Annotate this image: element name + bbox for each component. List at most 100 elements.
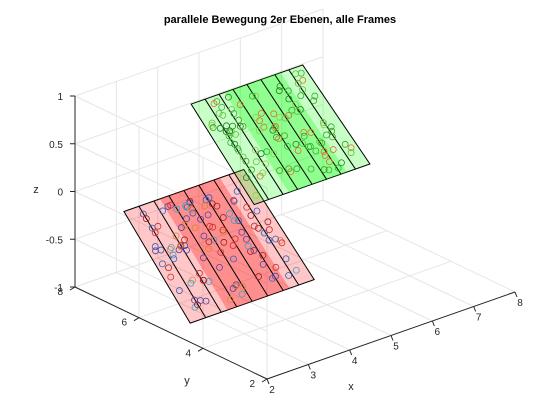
plane-1-marker	[268, 274, 276, 282]
plane-2-stripe	[260, 79, 327, 180]
plane-1-marker	[182, 202, 189, 210]
axes-layer	[69, 95, 518, 385]
plane-1-stripe	[198, 184, 269, 297]
plane-2-marker	[227, 139, 235, 146]
plane-1-marker	[159, 260, 166, 268]
plane-1-marker	[250, 222, 258, 230]
plane-1-marker	[217, 248, 225, 256]
plane-1-marker	[272, 235, 279, 243]
plane-1-marker	[176, 242, 184, 250]
grid-line	[281, 214, 474, 307]
plane-2	[190, 64, 371, 206]
plane-2-marker	[329, 146, 337, 153]
plane-1-marker	[183, 246, 190, 254]
plane-2-marker	[218, 103, 226, 111]
x-tick-label: 8	[517, 298, 523, 309]
plane-2-marker	[276, 82, 284, 90]
plane-2-marker	[347, 149, 355, 157]
plane-1-marker	[200, 254, 207, 262]
z-tick-label: 0	[57, 188, 63, 199]
plane-1-marker	[172, 232, 180, 240]
grid-line	[74, 143, 268, 237]
plane-2-stripe	[204, 98, 270, 200]
plane-1-marker	[201, 202, 209, 210]
plane-2-marker	[292, 70, 299, 78]
plane-2-marker	[270, 150, 278, 158]
plane-1-stripe	[213, 179, 284, 291]
z-tick-label: 1	[57, 92, 63, 103]
plane-2-marker	[292, 140, 300, 148]
x-tick-label: 7	[476, 313, 482, 324]
plane-2-marker	[334, 164, 342, 172]
plane-1-marker	[170, 255, 178, 263]
x-tick-mark	[266, 378, 270, 385]
planes-layer	[123, 64, 371, 324]
plane-2-marker	[252, 114, 260, 121]
plane-2-marker	[281, 132, 288, 140]
plane-1-marker	[278, 239, 286, 247]
plane-2-marker	[226, 127, 234, 135]
plane-1-marker	[231, 235, 239, 243]
plane-2-marker	[215, 109, 223, 117]
grid-line	[198, 243, 392, 336]
plane-1-marker	[230, 217, 238, 224]
grid-line	[74, 56, 324, 145]
y-tick-label: 8	[57, 287, 63, 298]
plane-2-marker	[285, 95, 293, 103]
plane-2-marker	[242, 157, 250, 165]
grid-layer	[74, 8, 516, 380]
y-tick-mark	[197, 347, 204, 352]
plane-2-marker	[300, 128, 308, 136]
plane-1-marker	[259, 260, 267, 268]
chart-title: parallele Bewegung 2er Ebenen, alle Fram…	[164, 14, 396, 26]
plane-1-stripe	[153, 200, 222, 313]
plane-2-marker	[239, 123, 247, 130]
grid-line	[74, 104, 324, 192]
plane-2-marker	[338, 159, 345, 167]
grid-line	[157, 257, 350, 351]
plane-2-marker	[260, 123, 268, 131]
grid-line	[74, 191, 268, 284]
plane-1-marker	[253, 207, 261, 215]
plane-1-marker	[176, 287, 183, 294]
plane-1-marker	[216, 263, 223, 271]
plane-1-marker	[181, 236, 188, 244]
plane-1-marker	[229, 242, 237, 249]
x-tick-label: 3	[311, 371, 317, 382]
plane-2-marker	[236, 122, 244, 130]
plane-1-stripe	[138, 206, 207, 318]
z-axis-label: z	[33, 184, 39, 196]
plane-1-marker	[250, 246, 258, 254]
plane-1-marker	[188, 206, 196, 214]
plane-1-marker	[202, 297, 210, 305]
plane-1-marker	[189, 209, 197, 217]
plane-1-marker	[230, 255, 237, 263]
plane-2-marker	[347, 144, 355, 152]
plane-1-marker	[195, 269, 203, 277]
y-axis-line	[74, 286, 268, 380]
plane-2-marker	[328, 127, 336, 135]
plane-2-marker	[321, 152, 329, 159]
plane-1-stripe	[183, 190, 253, 302]
plane-2-marker	[216, 124, 224, 132]
plane-2-marker	[285, 112, 293, 119]
plane-2-marker	[320, 148, 328, 155]
plane-2-marker	[299, 86, 306, 94]
plane-2-marker	[292, 100, 299, 108]
plane-2-marker	[287, 168, 295, 176]
plane-1-marker	[260, 229, 268, 237]
plane-1-marker	[151, 229, 159, 237]
plane-2-stripe	[218, 94, 284, 195]
plane-2-marker	[276, 167, 284, 175]
plane-1-marker	[265, 226, 273, 234]
grid-line	[74, 238, 268, 332]
x-tick-mark	[390, 335, 394, 341]
x-tick-mark	[307, 364, 311, 370]
plane-2-marker	[299, 139, 307, 147]
plane-2-marker	[242, 174, 250, 181]
plane-1-marker	[157, 246, 165, 254]
z-tick-label: 0.5	[49, 140, 63, 151]
plane-1-marker	[204, 211, 212, 219]
plane-2-marker	[234, 145, 241, 152]
